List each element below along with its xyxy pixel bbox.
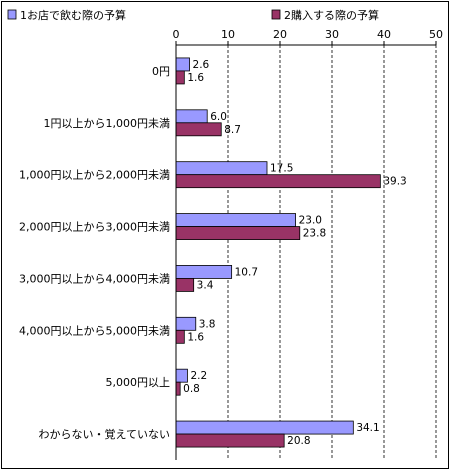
x-tick-label-1: 10: [221, 28, 235, 41]
bar-s1-c3: [175, 161, 268, 176]
bar-s2-c6: [175, 329, 185, 344]
data-label-s1-c1: 2.6: [193, 59, 210, 71]
legend-swatch-2: [271, 9, 281, 20]
x-tick-label-2: 20: [273, 28, 287, 41]
category-label-7: 5,000円以上: [106, 376, 171, 389]
bar-s1-c2: [175, 109, 208, 124]
bar-s1-c7: [175, 368, 188, 383]
x-tick-label-0: 0: [173, 28, 180, 41]
category-label-5: 3,000円以上から4,000円未満: [19, 272, 170, 285]
data-label-s1-c6: 3.8: [199, 318, 216, 330]
data-label-s2-c7: 0.8: [183, 383, 200, 395]
legend-label-2: 2購入する際の予算: [284, 8, 379, 22]
legend-swatch-1: [7, 9, 17, 20]
data-label-s1-c5: 10.7: [235, 266, 258, 278]
bar-s2-c4: [175, 226, 301, 240]
x-tick-label-5: 50: [429, 28, 443, 41]
bar-s2-c3: [175, 174, 381, 189]
bar-s1-c1: [175, 57, 190, 72]
bar-s1-c6: [175, 316, 197, 331]
data-label-s1-c2: 6.0: [210, 111, 227, 123]
data-label-s2-c4: 23.8: [303, 228, 326, 240]
data-label-s1-c8: 34.1: [356, 422, 379, 434]
data-label-s2-c1: 1.6: [187, 72, 204, 84]
data-label-s1-c7: 2.2: [190, 370, 207, 382]
bar-s2-c7: [175, 381, 181, 396]
category-label-1: 0円: [152, 65, 170, 78]
bar-s1-c8: [175, 420, 354, 435]
data-label-s1-c4: 23.0: [299, 215, 322, 227]
bar-s2-c8: [175, 433, 285, 448]
category-label-4: 2,000円以上から3,000円未満: [19, 221, 170, 234]
data-label-s2-c3: 39.3: [383, 176, 406, 188]
bar-s2-c5: [175, 278, 195, 292]
data-label-s2-c6: 1.6: [187, 331, 204, 343]
bar-s1-c4: [175, 213, 296, 227]
legend-label-1: 1お店で飲む際の予算: [20, 8, 126, 22]
data-label-s2-c8: 20.8: [287, 435, 310, 447]
category-label-2: 1円以上から1,000円未満: [44, 117, 171, 130]
category-label-8: わからない・覚えていない: [39, 428, 170, 441]
bar-s2-c1: [175, 70, 185, 85]
x-tick-label-3: 30: [325, 28, 339, 41]
bar-s2-c2: [175, 122, 222, 137]
bar-s1-c5: [175, 265, 233, 279]
category-label-3: 1,000円以上から2,000円未満: [19, 169, 170, 182]
x-tick-label-4: 40: [377, 28, 391, 41]
data-label-s1-c3: 17.5: [270, 163, 293, 175]
data-label-s2-c2: 8.7: [224, 124, 241, 136]
data-label-s2-c5: 3.4: [197, 279, 214, 291]
category-label-6: 4,000円以上から5,000円未満: [19, 324, 170, 337]
